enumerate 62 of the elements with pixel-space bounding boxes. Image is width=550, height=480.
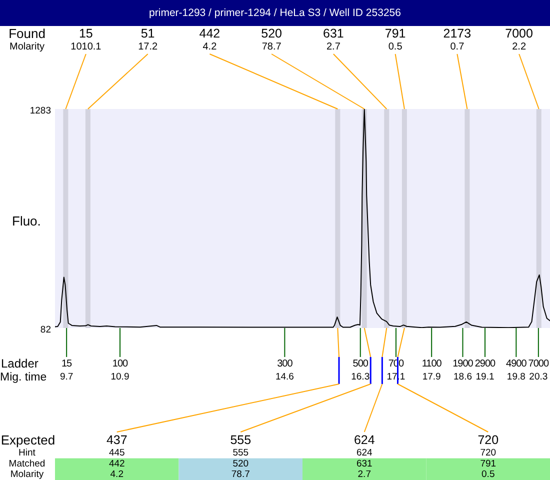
x-tick-label: 19.8 <box>506 372 526 382</box>
text: 4.2 <box>110 468 124 480</box>
text: Expected <box>0 432 56 448</box>
text: 17.2 <box>138 42 158 52</box>
text: 300 <box>277 358 294 370</box>
text: 51 <box>140 26 155 40</box>
text: 78.7 <box>231 468 250 480</box>
annotation: 720 <box>478 433 499 447</box>
text: 2.7 <box>326 42 341 52</box>
text: 520 <box>261 26 282 40</box>
text: 1900 <box>452 358 474 370</box>
text: Molarity <box>10 468 44 480</box>
text: 1010.1 <box>70 42 102 52</box>
chart-title: primer-1293 / primer-1294 / HeLa S3 / Well ID 253256 <box>149 7 402 19</box>
text: 0.5 <box>482 468 495 480</box>
text: 7000 <box>528 358 550 370</box>
x-tick-label: 17.9 <box>422 372 441 382</box>
text: 791 <box>480 458 496 470</box>
text: 15 <box>78 26 93 40</box>
y-axis-title: Fluo. <box>12 214 41 228</box>
text: Molarity <box>9 42 45 52</box>
text: 0.7 <box>450 42 465 52</box>
annotation: 437 <box>106 433 128 447</box>
text: 631 <box>323 26 344 40</box>
text: 624 <box>356 448 372 458</box>
text: 7000 <box>505 26 534 40</box>
x-tick-label: 16.3 <box>351 372 370 382</box>
text: Ladder <box>1 356 38 370</box>
x-tick-label: 9.7 <box>60 372 74 382</box>
text: 791 <box>384 26 406 40</box>
text: 2900 <box>474 358 496 370</box>
text: Matched <box>8 458 46 470</box>
text: 445 <box>108 448 125 458</box>
text: 2.7 <box>358 468 371 480</box>
text: 2.2 <box>512 42 526 52</box>
text: 555 <box>232 448 249 458</box>
text: Found <box>8 26 46 41</box>
text: 4.2 <box>202 42 218 52</box>
x-tick-label: 18.6 <box>454 372 472 382</box>
x-tick-label: 14.6 <box>275 372 294 382</box>
text: 442 <box>199 26 220 40</box>
text: 631 <box>356 458 372 470</box>
y-tick-label: 82 <box>40 324 51 336</box>
text: 442 <box>108 458 125 470</box>
text: 15 <box>62 358 73 370</box>
text: 4900 <box>506 358 528 370</box>
text: 2173 <box>443 26 472 40</box>
text: 1100 <box>422 358 442 370</box>
text: 500 <box>352 358 369 370</box>
text: 78.7 <box>262 42 282 52</box>
text: 100 <box>112 358 129 370</box>
x-tick-label: 20.3 <box>529 372 548 382</box>
text: 720 <box>480 448 496 458</box>
annotation: 624 <box>354 433 375 447</box>
x-axis-title: Mig. time <box>0 372 47 384</box>
x-tick-label: 19.1 <box>476 372 494 382</box>
annotation: 555 <box>230 433 252 447</box>
text: 0.5 <box>388 42 403 52</box>
text: Hint <box>18 448 36 458</box>
text: 520 <box>232 458 249 470</box>
x-tick-label: 10.9 <box>110 372 130 382</box>
y-tick-label: 1283 <box>30 106 51 116</box>
